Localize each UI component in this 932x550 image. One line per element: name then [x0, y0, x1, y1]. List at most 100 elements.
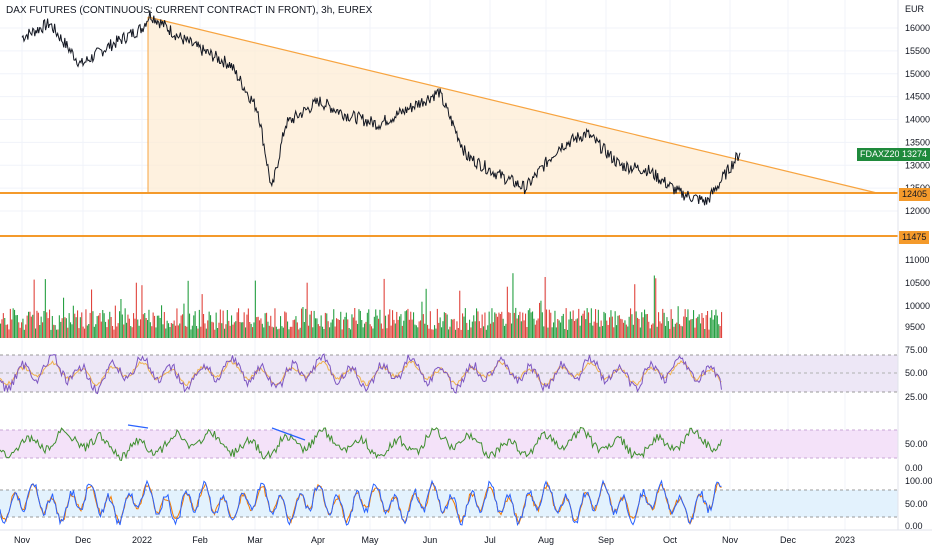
volume-bar [128, 318, 130, 338]
osc-tick-label: 50.00 [905, 439, 928, 449]
volume-bar [99, 313, 101, 338]
volume-bar [547, 327, 549, 338]
volume-bar [511, 323, 513, 338]
volume-bar [719, 326, 721, 338]
oscillator-pane[interactable] [0, 424, 898, 461]
volume-bar [177, 325, 179, 338]
volume-bar [456, 321, 458, 338]
volume-bar [467, 329, 469, 338]
month-label: Jul [484, 535, 496, 545]
volume-bar [576, 318, 578, 338]
volume-bar [721, 312, 723, 338]
price-pane[interactable] [0, 10, 898, 237]
volume-bar [219, 309, 221, 338]
volume-bar [173, 320, 175, 338]
volume-bar [130, 326, 132, 338]
volume-bar [149, 322, 151, 338]
volume-bar [515, 307, 517, 338]
volume-bar [280, 316, 282, 338]
volume-bar [413, 312, 415, 338]
volume-bar [711, 310, 713, 338]
volume-bar [249, 322, 251, 338]
volume-bar [2, 313, 4, 338]
volume-bar [449, 326, 451, 338]
descending-trendline[interactable] [147, 16, 878, 194]
volume-bar [707, 311, 709, 338]
volume-bar [623, 322, 625, 338]
volume-bar [484, 312, 486, 338]
volume-bar [254, 280, 256, 338]
stochastic-pane[interactable] [0, 479, 898, 527]
volume-bar [359, 310, 361, 338]
divergence-line-2[interactable] [271, 427, 306, 441]
volume-bar [380, 323, 382, 338]
volume-bar [574, 321, 576, 338]
volume-bar [151, 326, 153, 338]
volume-bar [613, 327, 615, 338]
volume-bar [715, 309, 717, 338]
volume-bar [611, 316, 613, 338]
volume-bar [176, 308, 178, 338]
volume-bar [644, 309, 646, 338]
volume-bar [270, 315, 272, 338]
volume-bar [406, 310, 408, 338]
volume-bar [282, 327, 284, 338]
volume-bar [361, 320, 363, 338]
volume-bar [649, 328, 651, 338]
volume-bar [252, 327, 254, 338]
volume-bar [197, 328, 199, 338]
volume-bar [536, 320, 538, 338]
divergence-line-1[interactable] [127, 424, 149, 429]
volume-bar [180, 315, 182, 338]
volume-bar [337, 319, 339, 338]
volume-bar [273, 327, 275, 338]
volume-bar [694, 327, 696, 338]
volume-bar [392, 310, 394, 338]
volume-bar [464, 308, 466, 338]
volume-bar [29, 311, 31, 338]
volume-bar [50, 329, 52, 338]
volume-bar [93, 326, 95, 338]
volume-bar [523, 320, 525, 338]
time-axis[interactable]: Nov Dec 2022 Feb Mar Apr May Jun Jul Aug Sep Oct Nov… [0, 529, 932, 545]
volume-bar [32, 314, 34, 338]
volume-bar [679, 324, 681, 338]
month-label: 2022 [132, 535, 152, 545]
volume-bar [260, 318, 262, 338]
volume-bar [288, 329, 290, 338]
rsi-line [0, 353, 722, 395]
volume-bar [98, 315, 100, 338]
volume-bar [218, 322, 220, 338]
volume-bar [575, 319, 577, 338]
volume-bar [641, 312, 643, 338]
volume-bar [113, 329, 115, 338]
volume-bar [183, 303, 185, 338]
price-tick-label: 14000 [905, 115, 930, 125]
volume-bar [651, 324, 653, 338]
volume-bar [403, 320, 405, 338]
volume-bar [338, 320, 340, 338]
chart-title: DAX FUTURES (CONTINUOUS: CURRENT CONTRAC… [6, 5, 373, 16]
volume-bar [379, 309, 381, 338]
volume-bar [557, 319, 559, 338]
volume-bar [137, 319, 139, 338]
lower-level-tag[interactable]: 11475 [899, 231, 930, 244]
volume-bar [232, 324, 234, 338]
price-axis[interactable]: EUR 160001550015000145001400013500130001… [897, 0, 932, 531]
symbol-tag[interactable]: FDAXZ2022 [857, 148, 913, 161]
volume-bar [179, 323, 181, 338]
rsi-pane[interactable] [0, 353, 898, 395]
volume-bar [189, 313, 191, 338]
volume-bar [462, 313, 464, 338]
volume-bar [204, 323, 206, 338]
volume-bar [336, 318, 338, 338]
support-level-tag[interactable]: 12405 [899, 188, 931, 201]
volume-bar [565, 308, 567, 338]
volume-bar [539, 302, 541, 338]
last-price-tag[interactable]: 13274 [899, 148, 931, 161]
volume-bar [308, 325, 310, 338]
volume-bar [340, 311, 342, 338]
volume-bar [247, 308, 249, 338]
volume-bar [632, 324, 634, 338]
